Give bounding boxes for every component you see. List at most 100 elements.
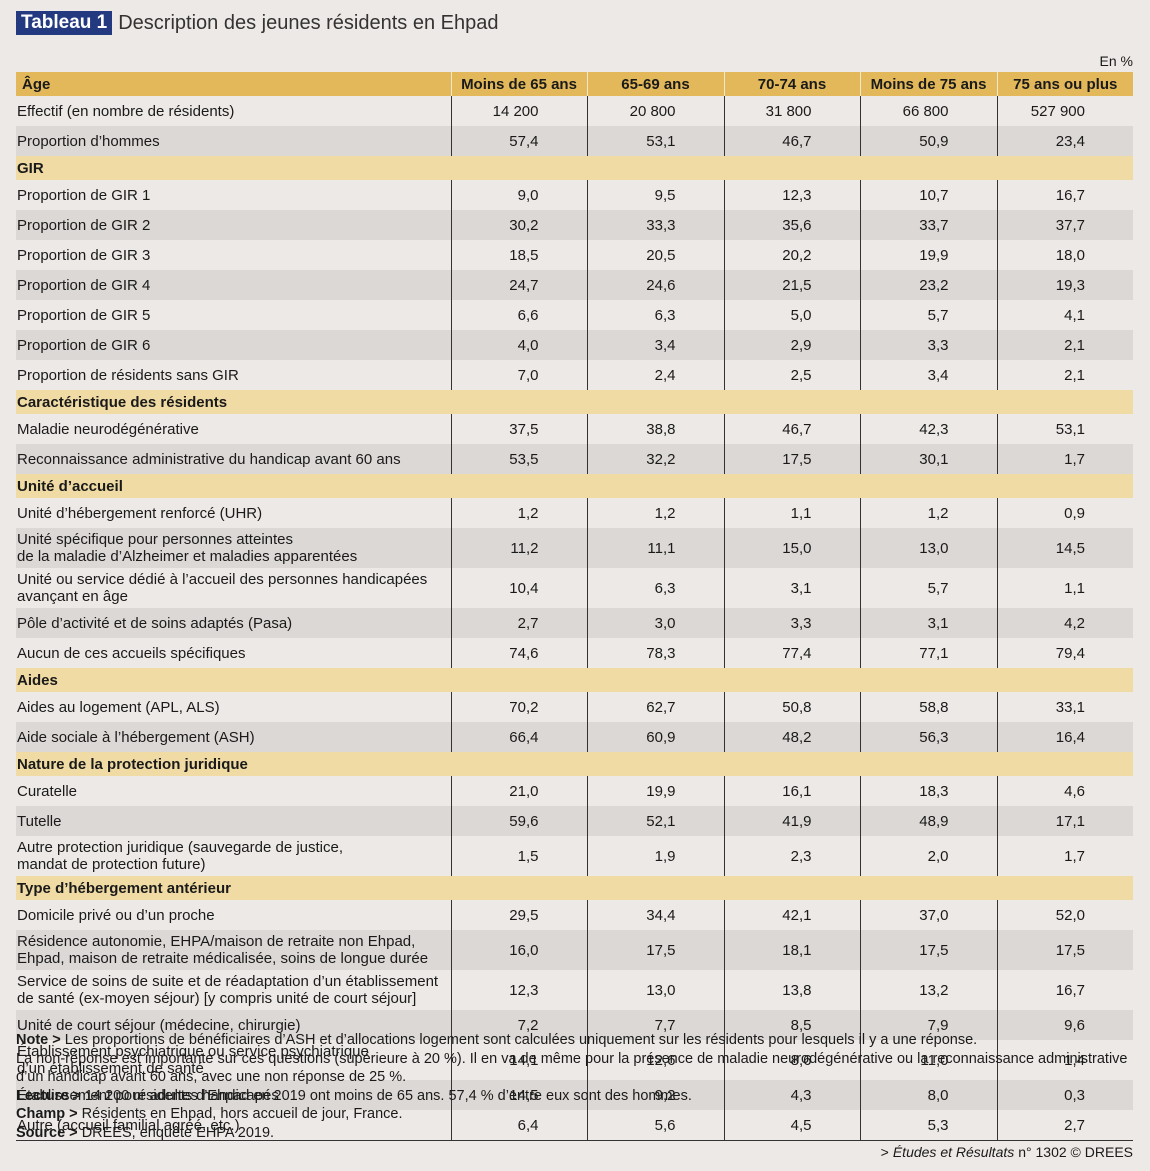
cell: 16,0 [450, 930, 587, 970]
data-row: Proportion d’hommes 57,4 53,1 46,7 50,9 23,4 [16, 126, 1133, 156]
data-row: Domicile privé ou d’un proche 29,5 34,4 42,… [16, 900, 1133, 930]
cell: 6,6 [450, 300, 587, 330]
row-label: Résidence autonomie, EHPA/maison de retr… [16, 930, 451, 970]
cell: 57,4 [450, 126, 587, 156]
cell: 19,9 [586, 776, 724, 806]
cell: 31 800 [723, 96, 860, 126]
row-label: Effectif (en nombre de résidents) [17, 102, 235, 120]
cell: 1,1 [723, 498, 860, 528]
cell: 12,6 [586, 1040, 724, 1080]
section-label: Caractéristique des résidents [16, 390, 1133, 414]
header-row: Âge Moins de 65 ans 65-69 ans 70-74 ans Moin… [16, 72, 1133, 96]
section-label: Nature de la protection juridique [16, 752, 1133, 776]
cell: 18,5 [450, 240, 587, 270]
note: Note > Les proportions de bénéficiaires … [16, 1031, 1136, 1087]
row-label: Autre (accueil familial agréé, etc.) [17, 1116, 240, 1134]
cell: 4,5 [723, 1110, 860, 1141]
cell: 1,7 [996, 836, 1133, 876]
cell: 32,2 [586, 444, 724, 474]
column-header: 75 ans ou plus [996, 72, 1133, 96]
cell: 46,7 [723, 414, 860, 444]
cell: 18,3 [859, 776, 997, 806]
cell: 1,2 [586, 498, 724, 528]
cell: 17,5 [859, 930, 997, 970]
cell: 14,5 [450, 1080, 587, 1110]
cell: 17,5 [586, 930, 724, 970]
cell: 24,6 [586, 270, 724, 300]
row-label: Pôle d’activité et de soins adaptés (Pas… [16, 608, 451, 638]
data-row: Établissement pour adultes handicapés 14,… [16, 1080, 1133, 1110]
note-text: Résidents en Ehpad, hors accueil de jour… [81, 1106, 403, 1122]
cell: 37,0 [859, 900, 997, 930]
cell: 8,0 [859, 1080, 997, 1110]
cell: 46,7 [723, 126, 860, 156]
cell: 1,7 [996, 444, 1133, 474]
cell: 2,7 [996, 1110, 1133, 1141]
row-label: Proportion de GIR 3 [17, 246, 151, 264]
data-row: Proportion de GIR 6 4,0 3,4 2,9 3,3 2,1 [16, 330, 1133, 360]
cell: 2,7 [450, 608, 587, 638]
row-label: Unité spécifique pour personnes atteinte… [16, 528, 451, 568]
cell: 6,3 [586, 300, 724, 330]
cell: 13,2 [859, 970, 997, 1010]
row-label: Proportion de GIR 1 [17, 186, 151, 204]
cell: 10,7 [859, 180, 997, 210]
data-row: Autre protection juridique (sauvegarde d… [16, 836, 1133, 876]
cell: 17,5 [996, 930, 1133, 970]
cell: 13,0 [586, 970, 724, 1010]
data-table: Âge Moins de 65 ans 65-69 ans 70-74 ans Moin… [16, 72, 1133, 1141]
cell: 20,5 [586, 240, 724, 270]
cell: 5,7 [859, 300, 997, 330]
cell: 37,5 [450, 414, 587, 444]
cell: 1,2 [859, 498, 997, 528]
cell: 19,3 [996, 270, 1133, 300]
cell: 2,1 [996, 330, 1133, 360]
note: Source > DREES, enquête EHPA 2019. [16, 1124, 1136, 1143]
cell: 4,2 [996, 608, 1133, 638]
cell: 77,4 [723, 638, 860, 668]
cell: 3,0 [586, 608, 724, 638]
cell: 1,1 [996, 568, 1133, 608]
cell: 53,1 [996, 414, 1133, 444]
cell: 21,5 [723, 270, 860, 300]
cell: 23,4 [996, 126, 1133, 156]
cell: 7,7 [586, 1010, 724, 1040]
cell: 4,6 [996, 776, 1133, 806]
cell: 52,0 [996, 900, 1133, 930]
cell: 52,1 [586, 806, 724, 836]
cell: 24,7 [450, 270, 587, 300]
cell: 9,0 [450, 180, 587, 210]
source-ref: > Études et Résultats n° 1302 © DREES [881, 1144, 1133, 1160]
section-row: Nature de la protection juridique [16, 752, 1133, 776]
cell: 56,3 [859, 722, 997, 752]
cell: 78,3 [586, 638, 724, 668]
cell: 16,7 [996, 970, 1133, 1010]
cell: 14 200 [450, 96, 587, 126]
section-label: Type d’hébergement antérieur [16, 876, 1133, 900]
cell: 70,2 [450, 692, 587, 722]
section-row: Aides [16, 668, 1133, 692]
publication: Études et Résultats [892, 1144, 1015, 1160]
cell: 16,4 [996, 722, 1133, 752]
data-row: Proportion de GIR 1 9,0 9,5 12,3 10,7 16,7 [16, 180, 1133, 210]
cell: 34,4 [586, 900, 724, 930]
row-label: Aide sociale à l’hébergement (ASH) [16, 722, 451, 752]
row-label: Proportion de résidents sans GIR [17, 366, 239, 384]
cell: 3,3 [859, 330, 997, 360]
cell: 0,3 [996, 1080, 1133, 1110]
cell: 19,9 [859, 240, 997, 270]
data-row: Aucun de ces accueils spécifiques 74,6 78,… [16, 638, 1133, 668]
data-row: Effectif (en nombre de résidents) 14 200 2… [16, 96, 1133, 126]
cell: 33,1 [996, 692, 1133, 722]
cell: 4,3 [723, 1080, 860, 1110]
cell: 23,2 [859, 270, 997, 300]
data-row: Service de soins de suite et de réadapta… [16, 970, 1133, 1010]
data-row: Unité d’hébergement renforcé (UHR) 1,2 1,2… [16, 498, 1133, 528]
cell: 4,0 [450, 330, 587, 360]
cell: 12,3 [450, 970, 587, 1010]
unit: En % [1099, 53, 1133, 69]
cell: 5,7 [859, 568, 997, 608]
note-lead: Note > [16, 1032, 61, 1048]
section-label: Aides [16, 668, 1133, 692]
cell: 1,5 [450, 836, 587, 876]
